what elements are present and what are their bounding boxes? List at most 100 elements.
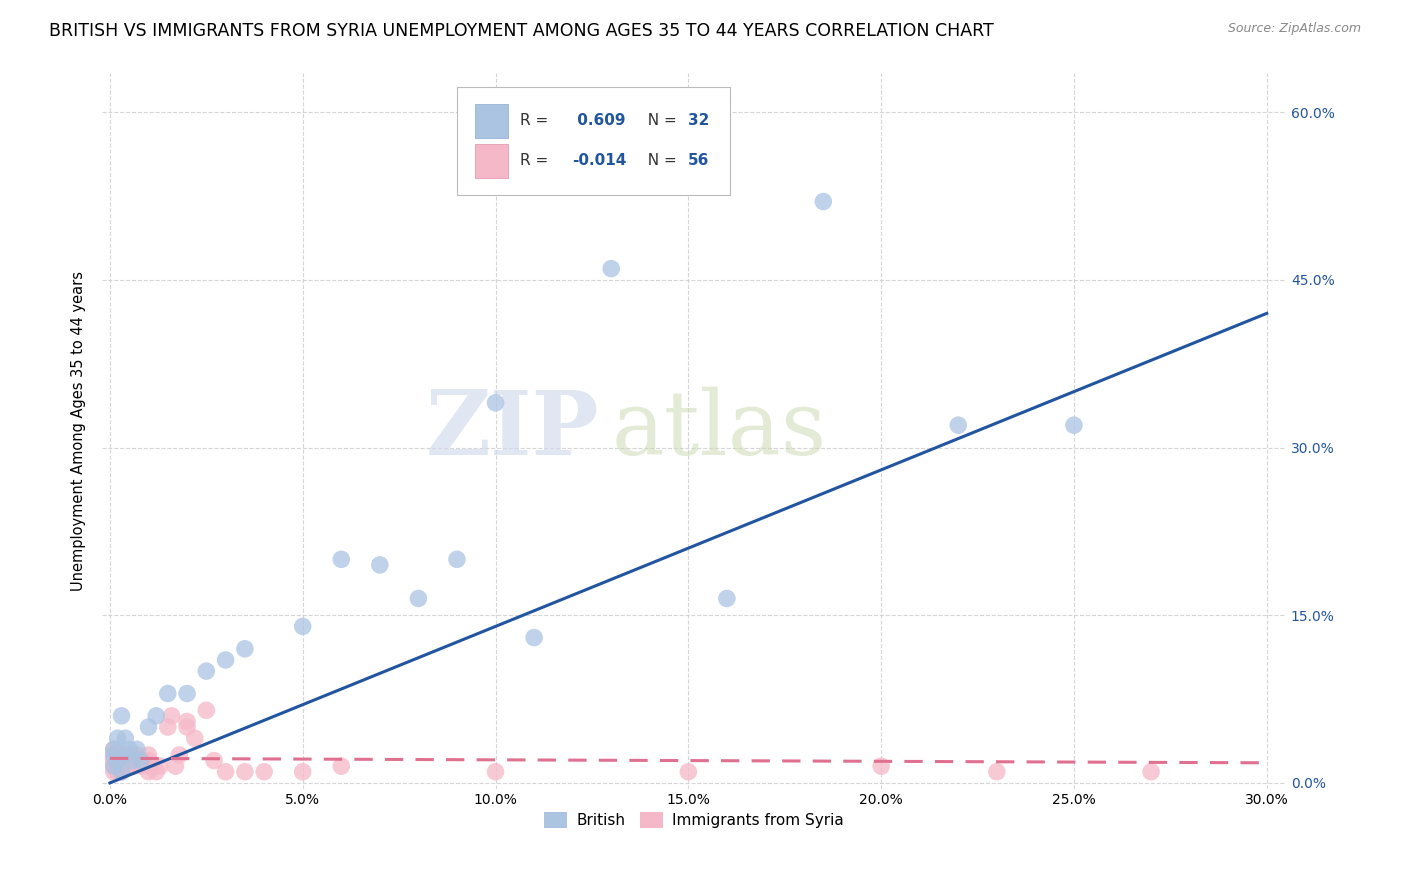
- Point: [138, 759, 160, 773]
- Point: [118, 747, 141, 762]
- Point: [176, 686, 198, 700]
- Text: N =: N =: [638, 113, 682, 128]
- Point: [138, 747, 160, 762]
- FancyBboxPatch shape: [475, 144, 508, 178]
- Text: BRITISH VS IMMIGRANTS FROM SYRIA UNEMPLOYMENT AMONG AGES 35 TO 44 YEARS CORRELAT: BRITISH VS IMMIGRANTS FROM SYRIA UNEMPLO…: [49, 22, 994, 40]
- Point: [176, 714, 198, 729]
- Text: atlas: atlas: [612, 387, 827, 475]
- Point: [202, 754, 225, 768]
- Point: [156, 686, 179, 700]
- Point: [110, 759, 132, 773]
- Point: [110, 764, 132, 779]
- Point: [195, 703, 218, 717]
- Point: [103, 759, 125, 773]
- Point: [1140, 764, 1163, 779]
- Point: [107, 747, 129, 762]
- Point: [114, 754, 136, 768]
- Point: [129, 759, 152, 773]
- Point: [291, 764, 314, 779]
- Point: [330, 759, 353, 773]
- Point: [110, 747, 132, 762]
- Point: [870, 759, 893, 773]
- Point: [160, 709, 183, 723]
- FancyBboxPatch shape: [457, 87, 730, 194]
- Point: [176, 720, 198, 734]
- Point: [125, 742, 148, 756]
- Text: 32: 32: [688, 113, 710, 128]
- Point: [107, 747, 129, 762]
- Point: [103, 742, 125, 756]
- Point: [114, 759, 136, 773]
- Point: [484, 764, 506, 779]
- Point: [1063, 418, 1085, 433]
- Point: [110, 764, 132, 779]
- Point: [141, 759, 163, 773]
- Point: [291, 619, 314, 633]
- Text: 0.609: 0.609: [572, 113, 626, 128]
- Text: R =: R =: [520, 153, 553, 169]
- Point: [678, 764, 700, 779]
- Point: [118, 754, 141, 768]
- Point: [233, 641, 256, 656]
- Point: [118, 759, 141, 773]
- Text: Source: ZipAtlas.com: Source: ZipAtlas.com: [1227, 22, 1361, 36]
- Point: [114, 731, 136, 746]
- Point: [484, 396, 506, 410]
- Point: [138, 764, 160, 779]
- Point: [114, 747, 136, 762]
- Point: [122, 759, 145, 773]
- Point: [103, 754, 125, 768]
- FancyBboxPatch shape: [475, 103, 508, 138]
- Point: [446, 552, 468, 566]
- Point: [138, 720, 160, 734]
- Point: [253, 764, 276, 779]
- Point: [134, 754, 156, 768]
- Point: [103, 754, 125, 768]
- Point: [195, 664, 218, 678]
- Point: [122, 747, 145, 762]
- Text: 56: 56: [688, 153, 710, 169]
- Point: [145, 764, 167, 779]
- Point: [184, 731, 207, 746]
- Point: [330, 552, 353, 566]
- Point: [103, 747, 125, 762]
- Text: N =: N =: [638, 153, 682, 169]
- Point: [165, 759, 187, 773]
- Point: [107, 764, 129, 779]
- Point: [129, 754, 152, 768]
- Point: [169, 747, 191, 762]
- Legend: British, Immigrants from Syria: British, Immigrants from Syria: [538, 806, 851, 835]
- Point: [103, 747, 125, 762]
- Point: [813, 194, 835, 209]
- Point: [233, 764, 256, 779]
- Point: [600, 261, 623, 276]
- Y-axis label: Unemployment Among Ages 35 to 44 years: Unemployment Among Ages 35 to 44 years: [72, 271, 86, 591]
- Text: R =: R =: [520, 113, 553, 128]
- Point: [129, 754, 152, 768]
- Point: [408, 591, 430, 606]
- Point: [114, 747, 136, 762]
- Text: -0.014: -0.014: [572, 153, 627, 169]
- Point: [118, 742, 141, 756]
- Point: [103, 764, 125, 779]
- Point: [107, 759, 129, 773]
- Point: [103, 742, 125, 756]
- Text: ZIP: ZIP: [426, 387, 599, 475]
- Point: [214, 764, 236, 779]
- Point: [103, 759, 125, 773]
- Point: [214, 653, 236, 667]
- Point: [122, 754, 145, 768]
- Point: [986, 764, 1008, 779]
- Point: [145, 709, 167, 723]
- Point: [948, 418, 970, 433]
- Point: [368, 558, 391, 572]
- Point: [107, 754, 129, 768]
- Point: [138, 754, 160, 768]
- Point: [125, 747, 148, 762]
- Point: [110, 709, 132, 723]
- Point: [103, 747, 125, 762]
- Point: [149, 759, 172, 773]
- Point: [103, 759, 125, 773]
- Point: [125, 754, 148, 768]
- Point: [156, 720, 179, 734]
